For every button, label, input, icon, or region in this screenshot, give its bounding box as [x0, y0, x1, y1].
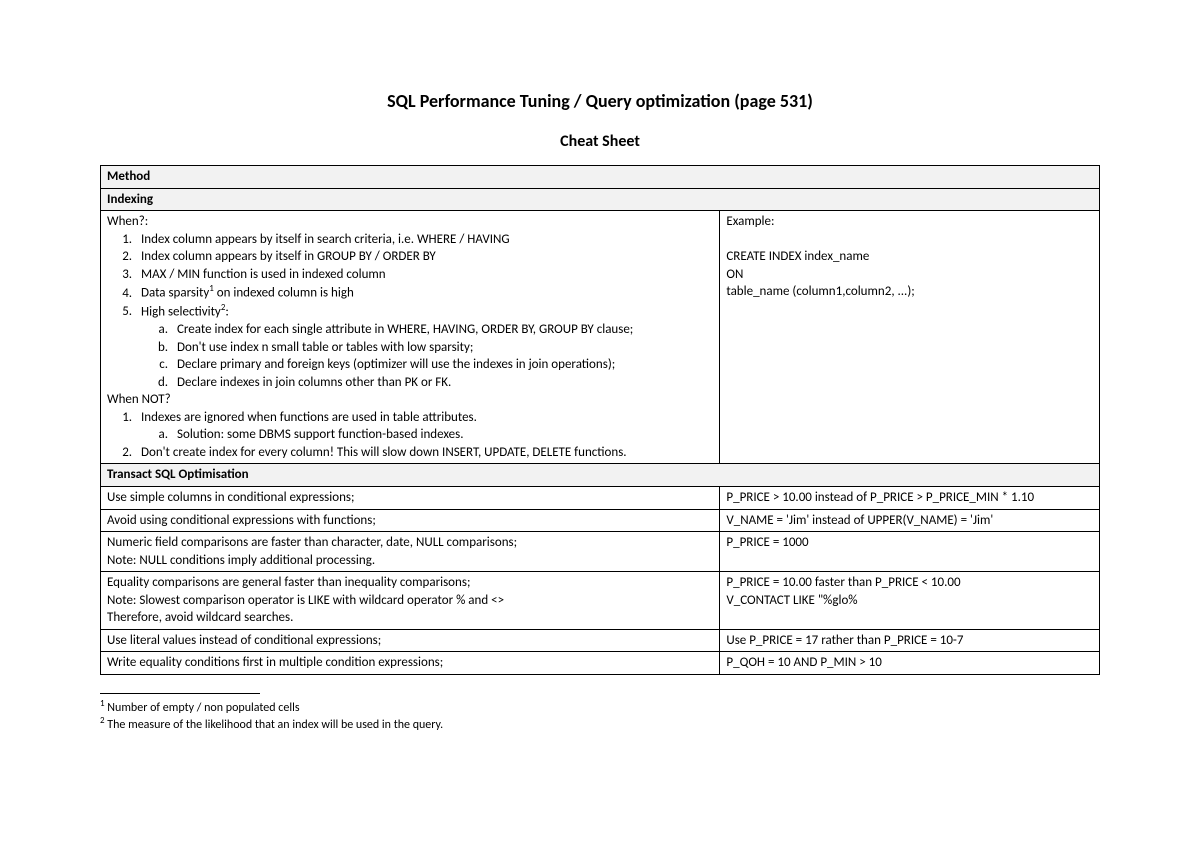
when-item: Index column appears by itself in GROUP … [135, 248, 713, 266]
example-label: Example: [726, 213, 1093, 231]
whennot-sublist: Solution: some DBMS support function-bas… [171, 426, 713, 444]
page-subtitle: Cheat Sheet [100, 132, 1100, 151]
tsql-example: P_PRICE = 10.00 faster than P_PRICE < 10… [720, 572, 1100, 630]
tsql-rule: Avoid using conditional expressions with… [101, 509, 720, 532]
indexing-header: Indexing [101, 188, 1100, 211]
when-subitem: Declare indexes in join columns other th… [171, 374, 713, 392]
text: High selectivity [141, 304, 221, 319]
tsql-header: Transact SQL Optimisation [101, 464, 1100, 487]
when-subitem: Declare primary and foreign keys (optimi… [171, 356, 713, 374]
document-page: SQL Performance Tuning / Query optimizat… [0, 0, 1200, 732]
text: P_PRICE = 10.00 faster than P_PRICE < 10… [726, 574, 1093, 592]
example-line: ON [726, 266, 1093, 284]
text: Equality comparisons are general faster … [107, 574, 713, 592]
text: V_CONTACT LIKE "%glo% [726, 592, 1093, 610]
indexing-when-cell: When?: Index column appears by itself in… [101, 211, 720, 464]
when-list: Index column appears by itself in search… [135, 231, 713, 392]
whennot-label: When NOT? [107, 391, 713, 409]
footnote: 2 The measure of the likelihood that an … [100, 715, 1100, 732]
text: Numeric field comparisons are faster tha… [107, 534, 713, 552]
text: Note: NULL conditions imply additional p… [107, 552, 713, 570]
text: : [225, 304, 228, 319]
text: Data sparsity [141, 286, 209, 301]
tsql-rule: Use literal values instead of conditiona… [101, 629, 720, 652]
text: The measure of the likelihood that an in… [105, 718, 444, 732]
whennot-item: Indexes are ignored when functions are u… [135, 409, 713, 444]
tsql-example: P_PRICE > 10.00 instead of P_PRICE > P_P… [720, 486, 1100, 509]
whennot-subitem: Solution: some DBMS support function-bas… [171, 426, 713, 444]
when-item: High selectivity2: Create index for each… [135, 302, 713, 391]
page-title: SQL Performance Tuning / Query optimizat… [100, 90, 1100, 112]
tsql-rule: Numeric field comparisons are faster tha… [101, 532, 720, 572]
tsql-example: Use P_PRICE = 17 rather than P_PRICE = 1… [720, 629, 1100, 652]
when-subitem: Create index for each single attribute i… [171, 321, 713, 339]
text: Note: Slowest comparison operator is LIK… [107, 592, 713, 610]
text: on indexed column is high [214, 286, 354, 301]
tsql-example: P_PRICE = 1000 [720, 532, 1100, 572]
footnotes: 1 Number of empty / non populated cells … [100, 693, 1100, 732]
tsql-rule: Equality comparisons are general faster … [101, 572, 720, 630]
when-sublist: Create index for each single attribute i… [171, 321, 713, 391]
footnote: 1 Number of empty / non populated cells [100, 698, 1100, 715]
when-item: Data sparsity1 on indexed column is high [135, 283, 713, 302]
when-item: Index column appears by itself in search… [135, 231, 713, 249]
tsql-rule: Use simple columns in conditional expres… [101, 486, 720, 509]
when-subitem: Don't use index n small table or tables … [171, 339, 713, 357]
when-item: MAX / MIN function is used in indexed co… [135, 266, 713, 284]
when-label: When?: [107, 213, 713, 231]
tsql-example: V_NAME = 'Jim' instead of UPPER(V_NAME) … [720, 509, 1100, 532]
tsql-example: P_QOH = 10 AND P_MIN > 10 [720, 652, 1100, 675]
method-header: Method [101, 166, 1100, 189]
text: Number of empty / non populated cells [105, 701, 300, 715]
indexing-example-cell: Example: CREATE INDEX index_name ON tabl… [720, 211, 1100, 464]
example-line: CREATE INDEX index_name [726, 248, 1093, 266]
cheat-sheet-table: Method Indexing When?: Index column appe… [100, 165, 1100, 675]
footnote-rule [100, 693, 260, 694]
tsql-rule: Write equality conditions first in multi… [101, 652, 720, 675]
text: Therefore, avoid wildcard searches. [107, 609, 713, 627]
whennot-list: Indexes are ignored when functions are u… [135, 409, 713, 462]
text: Indexes are ignored when functions are u… [141, 410, 477, 425]
whennot-item: Don't create index for every column! Thi… [135, 444, 713, 462]
example-line: table_name (column1,column2, ...); [726, 283, 1093, 301]
